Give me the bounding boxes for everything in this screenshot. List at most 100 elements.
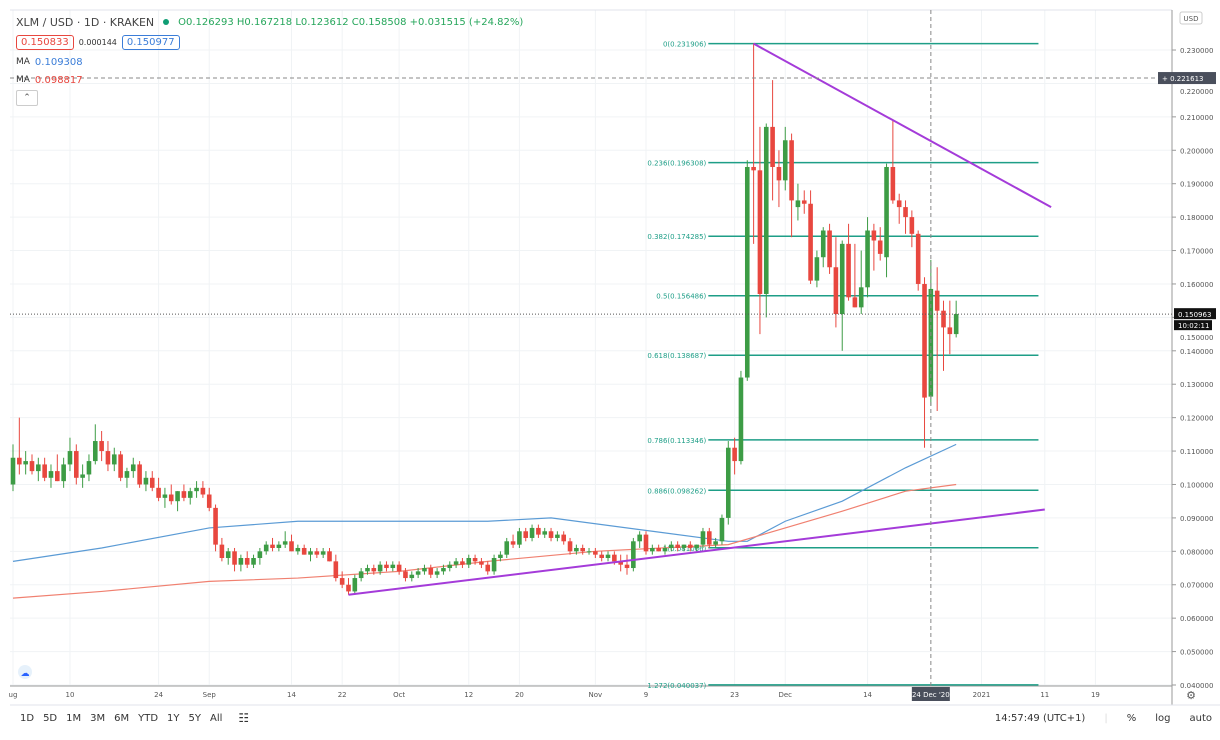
candle xyxy=(763,123,769,318)
range-3m[interactable]: 3M xyxy=(90,712,106,724)
candle-body xyxy=(225,551,231,559)
candle xyxy=(852,243,858,308)
percent-toggle[interactable]: % xyxy=(1126,712,1137,724)
candle xyxy=(504,537,510,559)
candle-body xyxy=(175,491,180,502)
candle-body xyxy=(694,544,699,548)
candle xyxy=(320,547,326,559)
candle xyxy=(238,554,244,572)
candle-body xyxy=(409,574,415,579)
candle-body xyxy=(896,200,902,208)
candle-body xyxy=(403,571,408,579)
candle-body xyxy=(485,564,491,572)
clock[interactable]: 14:57:49 (UTC+1) xyxy=(994,712,1086,724)
candle xyxy=(434,568,440,579)
range-5d[interactable]: 5D xyxy=(43,712,58,724)
candle xyxy=(308,547,313,562)
candle-body xyxy=(371,568,377,572)
candle-body xyxy=(124,471,130,478)
candle-body xyxy=(574,547,579,552)
candle xyxy=(669,541,674,552)
candle-body xyxy=(194,487,199,492)
range-all[interactable]: All xyxy=(210,712,223,724)
ohlc-values: O0.126293 H0.167218 L0.123612 C0.158508 … xyxy=(178,16,524,28)
currency-label: USD xyxy=(1184,15,1199,23)
price-tick-label: 0.200000 xyxy=(1180,147,1213,155)
candle-body xyxy=(434,571,440,575)
range-5y[interactable]: 5Y xyxy=(188,712,202,724)
settings-gear-icon[interactable]: ⚙ xyxy=(1186,689,1196,702)
market-status-icon xyxy=(163,19,170,25)
range-ytd[interactable]: YTD xyxy=(138,712,159,724)
candle-body xyxy=(327,551,332,562)
candle-body xyxy=(820,230,826,258)
candle xyxy=(67,437,73,472)
fib-level-label: 0.236(0.196308) xyxy=(647,160,706,168)
candle xyxy=(55,454,60,482)
candle xyxy=(10,444,16,492)
candle-body xyxy=(751,166,756,171)
candle xyxy=(688,541,693,552)
candle-body xyxy=(23,461,28,465)
symbol-title[interactable]: XLM / USD · 1D · KRAKEN xyxy=(16,15,155,29)
last-price-label: 0.150963 xyxy=(1178,311,1211,319)
candle-body xyxy=(232,551,237,565)
time-tick-label: 23 xyxy=(730,691,739,699)
price-tick-label: 0.100000 xyxy=(1180,481,1213,489)
candle xyxy=(156,477,161,502)
range-1d[interactable]: 1D xyxy=(20,712,35,724)
candle xyxy=(567,537,573,555)
time-tick-label: 2021 xyxy=(973,691,991,699)
candle-body xyxy=(713,541,718,545)
candle xyxy=(314,547,320,559)
candle-body xyxy=(491,558,497,572)
candle xyxy=(137,461,142,488)
ask-price[interactable]: 0.150977 xyxy=(121,34,180,50)
auto-toggle[interactable]: auto xyxy=(1189,712,1212,724)
candle xyxy=(814,250,820,288)
candle xyxy=(352,574,358,595)
countdown-label: 10:02:11 xyxy=(1178,322,1209,330)
candle-body xyxy=(149,477,155,488)
chevron-up-icon[interactable]: ⌃ xyxy=(16,90,38,106)
fib-level-label: 0.618(0.138687) xyxy=(647,352,706,360)
time-tick-label: 10 xyxy=(66,691,75,699)
spread: 0.000144 xyxy=(78,37,117,47)
candle xyxy=(466,554,472,569)
time-tick-label: 22 xyxy=(338,691,347,699)
price-tick-label: 0.080000 xyxy=(1180,548,1213,556)
candle xyxy=(599,551,604,562)
price-chart[interactable]: 0.230000 0.220000 0.210000 0.200000 0.190000… xyxy=(0,0,1220,706)
price-tick-label: 0.070000 xyxy=(1180,582,1213,590)
time-tick-label: 9 xyxy=(644,691,648,699)
candle-body xyxy=(814,257,820,281)
candle xyxy=(637,531,642,548)
candle xyxy=(118,451,123,482)
fib-level-label: 0.382(0.174285) xyxy=(647,233,706,241)
candle xyxy=(187,487,193,505)
bottom-toolbar: 1D 5D 1M 3M 6M YTD 1Y 5Y All ☷ 14:57:49 … xyxy=(20,711,1212,725)
candle-body xyxy=(48,471,54,478)
candle xyxy=(213,504,218,552)
candle xyxy=(542,527,548,538)
candle-body xyxy=(422,568,427,572)
candle-body xyxy=(301,547,307,555)
candle xyxy=(529,524,535,542)
candle-body xyxy=(770,126,775,167)
candle xyxy=(105,441,111,472)
candle xyxy=(257,547,263,565)
candle xyxy=(662,544,668,555)
range-1y[interactable]: 1Y xyxy=(167,712,180,724)
time-tick-label: Sep xyxy=(203,691,217,699)
fib-level-label: 1.272(0.040037) xyxy=(647,682,706,690)
log-toggle[interactable]: log xyxy=(1155,712,1171,724)
candle-body xyxy=(86,461,92,475)
go-to-date-icon[interactable]: ☷ xyxy=(238,711,250,725)
range-6m[interactable]: 6M xyxy=(114,712,130,724)
range-1m[interactable]: 1M xyxy=(66,712,82,724)
candle xyxy=(643,531,649,555)
bid-price[interactable]: 0.150833 xyxy=(16,34,74,50)
candle-body xyxy=(580,547,585,552)
candle xyxy=(808,190,813,284)
candle-body xyxy=(865,230,870,288)
